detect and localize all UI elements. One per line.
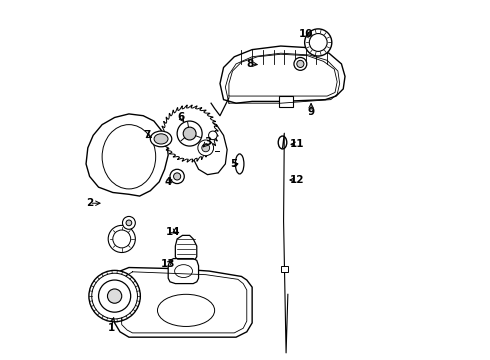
Ellipse shape	[235, 154, 244, 174]
Text: 9: 9	[308, 107, 315, 117]
Polygon shape	[113, 267, 252, 337]
Text: 3: 3	[204, 138, 211, 148]
Circle shape	[305, 29, 332, 56]
Circle shape	[297, 60, 304, 67]
Text: 4: 4	[165, 177, 172, 187]
Circle shape	[177, 121, 202, 146]
Text: 11: 11	[290, 139, 304, 149]
Circle shape	[98, 280, 131, 312]
Text: 7: 7	[143, 130, 150, 140]
Polygon shape	[86, 114, 168, 196]
Circle shape	[107, 289, 122, 303]
Text: 2: 2	[86, 198, 93, 208]
Ellipse shape	[154, 134, 168, 144]
Polygon shape	[281, 266, 288, 272]
Polygon shape	[279, 96, 293, 107]
Polygon shape	[220, 46, 345, 103]
Circle shape	[113, 230, 131, 248]
Circle shape	[183, 127, 196, 140]
Polygon shape	[192, 121, 227, 175]
Circle shape	[309, 33, 327, 51]
Text: 5: 5	[231, 159, 238, 169]
Text: 13: 13	[161, 259, 175, 269]
Circle shape	[173, 173, 181, 180]
Polygon shape	[168, 258, 198, 284]
Circle shape	[202, 144, 210, 152]
Polygon shape	[175, 235, 197, 264]
Circle shape	[170, 169, 184, 184]
Text: 1: 1	[107, 323, 115, 333]
Text: 10: 10	[298, 28, 313, 39]
Ellipse shape	[150, 131, 172, 147]
Text: 14: 14	[166, 227, 181, 237]
Circle shape	[198, 140, 214, 156]
Polygon shape	[161, 105, 218, 162]
Text: 8: 8	[247, 59, 254, 69]
Circle shape	[294, 58, 307, 70]
Text: 12: 12	[290, 175, 304, 185]
Circle shape	[126, 220, 132, 226]
Circle shape	[209, 131, 217, 140]
Circle shape	[122, 216, 135, 229]
Circle shape	[89, 270, 140, 322]
Circle shape	[108, 225, 135, 252]
Circle shape	[92, 273, 138, 319]
Text: 6: 6	[177, 112, 184, 122]
